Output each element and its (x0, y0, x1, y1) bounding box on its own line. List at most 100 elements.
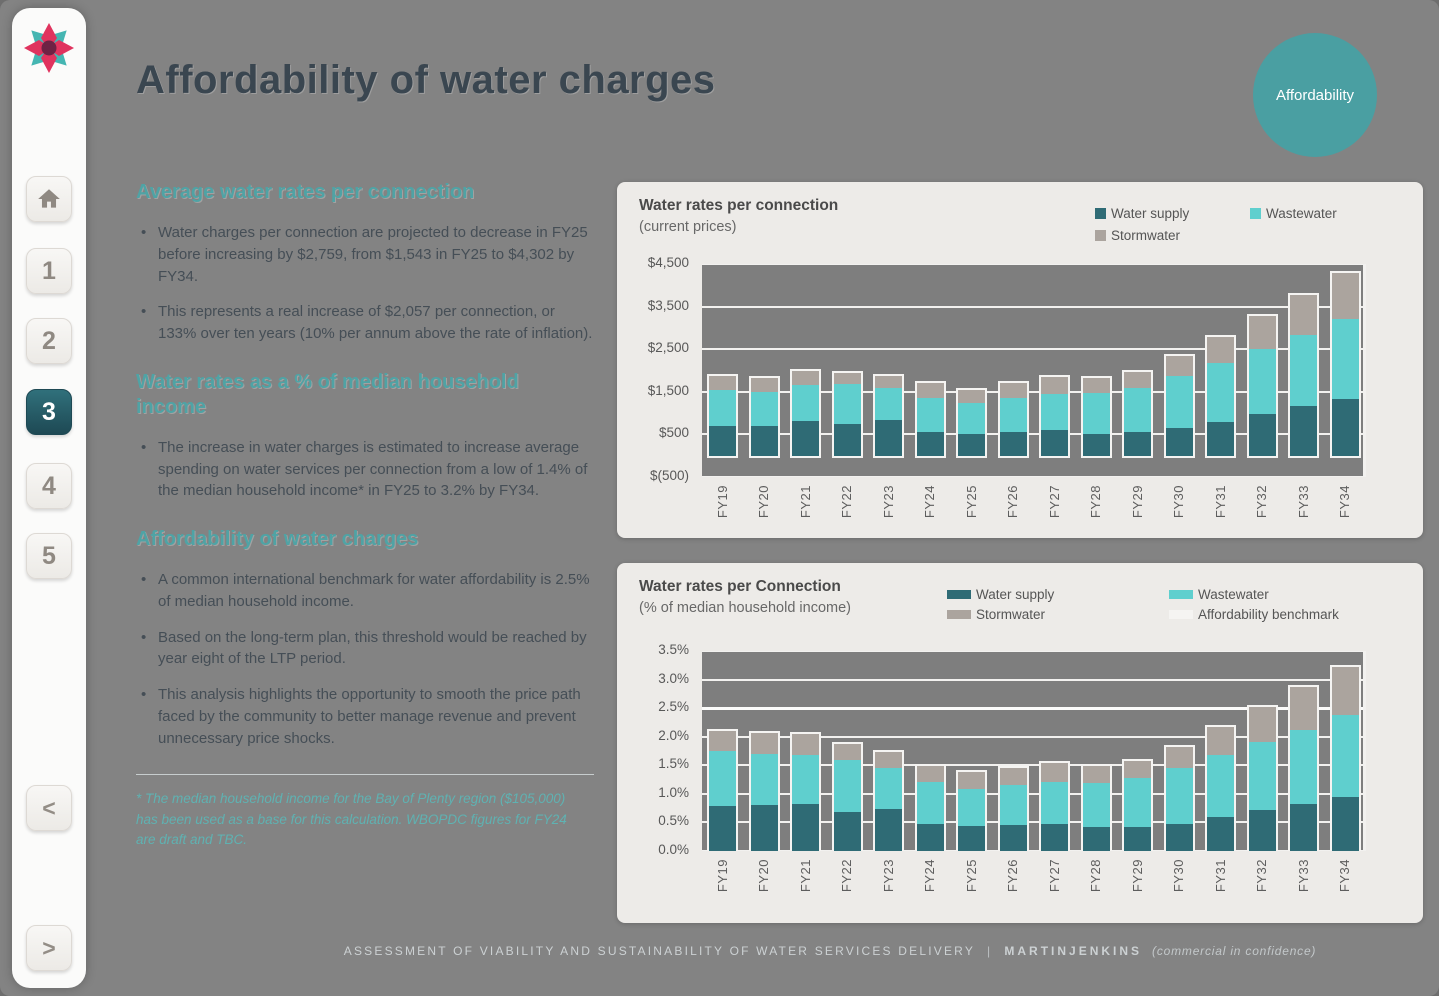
bar-fy22 (833, 372, 861, 456)
bullet-item: A common international benchmark for wat… (136, 569, 594, 613)
legend-affordability-benchmark: Affordability benchmark (1169, 607, 1339, 622)
bar-segment-wastewater (1124, 777, 1152, 827)
bar-segment-wastewater (1124, 388, 1152, 433)
bar-segment-stormwater (1331, 667, 1359, 716)
bar-fy26 (999, 768, 1027, 851)
bar-segment-stormwater (1290, 687, 1318, 730)
footnote-divider (136, 774, 594, 776)
bar-fy20 (750, 732, 778, 851)
bar-fy34 (1331, 272, 1359, 456)
bar-segment-water-supply (1331, 797, 1359, 851)
bullet-item: The increase in water charges is estimat… (136, 437, 594, 502)
x-axis-tick-label: FY24 (922, 859, 938, 893)
bar-segment-wastewater (999, 398, 1027, 433)
x-axis-tick-label: FY26 (1005, 859, 1021, 893)
legend-stormwater: Stormwater (947, 607, 1045, 622)
bar-segment-wastewater (709, 389, 737, 426)
bar-segment-wastewater (875, 767, 903, 810)
y-axis-tick-label: $4,500 (647, 255, 689, 270)
gridline (702, 433, 1363, 436)
y-axis-tick-label: $2,500 (647, 340, 689, 356)
bar-segment-stormwater (1290, 294, 1318, 336)
bar-segment-wastewater (1290, 729, 1318, 805)
bullet-item: Water charges per connection are project… (136, 222, 594, 287)
bar-fy33 (1290, 687, 1318, 851)
bullet-list: The increase in water charges is estimat… (136, 437, 594, 502)
legend-swatch-stormwater (947, 610, 971, 619)
x-axis-tick-label: FY21 (797, 485, 813, 519)
chart-subtitle: (% of median household income) (639, 600, 851, 616)
x-axis-tick-label: FY28 (1088, 485, 1104, 519)
x-axis-tick-label: FY29 (1129, 859, 1145, 893)
bar-fy24 (916, 383, 944, 456)
bar-segment-stormwater (833, 372, 861, 385)
gridline (702, 348, 1363, 351)
bar-segment-water-supply (958, 825, 986, 851)
bar-fy32 (1248, 316, 1276, 456)
x-axis-tick-label: FY19 (714, 485, 730, 519)
legend-wastewater: Wastewater (1169, 587, 1269, 602)
nav-prev-button[interactable]: < (26, 785, 72, 831)
x-axis-tick-label: FY32 (1254, 859, 1270, 893)
chart-card-water-rates-percent: Water rates per Connection (% of median … (617, 563, 1423, 923)
bar-segment-wastewater (1041, 781, 1069, 825)
bar-segment-stormwater (1124, 372, 1152, 389)
bar-segment-stormwater (750, 732, 778, 754)
nav-page-4-button[interactable]: 4 (26, 463, 72, 509)
bar-segment-stormwater (792, 370, 820, 386)
x-axis-tick-label: FY30 (1171, 485, 1187, 519)
nav-page-1-button[interactable]: 1 (26, 248, 72, 294)
bar-segment-wastewater (709, 751, 737, 807)
x-axis-tick-label: FY33 (1295, 859, 1311, 893)
bar-fy21 (792, 733, 820, 851)
bar-segment-wastewater (1331, 715, 1359, 798)
bar-segment-stormwater (833, 744, 861, 760)
bar-segment-wastewater (1165, 376, 1193, 428)
bar-segment-water-supply (1082, 827, 1110, 851)
bar-segment-water-supply (833, 423, 861, 456)
x-axis-tick-label: FY33 (1295, 485, 1311, 519)
nav-next-button[interactable]: > (26, 925, 72, 971)
text-column: Average water rates per connection Water… (136, 180, 594, 850)
bar-segment-wastewater (1082, 392, 1110, 434)
bar-fy24 (916, 766, 944, 851)
section-affordability: Affordability of water charges A common … (136, 527, 594, 749)
x-axis-tick-label: FY27 (1046, 485, 1062, 519)
x-axis-tick-label: FY26 (1005, 485, 1021, 519)
legend-label: Water supply (976, 587, 1055, 602)
bar-segment-wastewater (833, 384, 861, 424)
bar-segment-water-supply (1124, 827, 1152, 851)
bar-segment-water-supply (1207, 421, 1235, 456)
bar-segment-stormwater (916, 383, 944, 399)
bar-fy25 (958, 390, 986, 456)
legend-label: Stormwater (1111, 228, 1181, 243)
legend-label: Wastewater (1198, 587, 1269, 602)
gridline (702, 821, 1363, 824)
bar-segment-wastewater (1248, 741, 1276, 810)
affordability-benchmark-line (702, 706, 1363, 710)
bar-segment-stormwater (1165, 356, 1193, 377)
bar-fy22 (833, 744, 861, 851)
bar-segment-water-supply (1041, 429, 1069, 456)
bar-segment-water-supply (875, 809, 903, 851)
bar-segment-water-supply (792, 803, 820, 851)
bar-segment-water-supply (1248, 413, 1276, 456)
y-axis-tick-label: $500 (658, 425, 689, 441)
y-axis-tick-label: 0.5% (658, 813, 689, 829)
bar-segment-water-supply (1082, 433, 1110, 456)
nav-page-2-button[interactable]: 2 (26, 318, 72, 364)
affordability-badge: Affordability (1253, 33, 1377, 157)
gridline (702, 476, 1363, 477)
affordability-badge-label: Affordability (1275, 86, 1355, 104)
nav-page-5-button[interactable]: 5 (26, 533, 72, 579)
nav-home-button[interactable] (26, 176, 72, 222)
bar-fy25 (958, 772, 986, 851)
bar-segment-water-supply (750, 425, 778, 456)
bar-fy32 (1248, 707, 1276, 851)
bar-fy29 (1124, 372, 1152, 456)
nav-page-3-button-active[interactable]: 3 (26, 389, 72, 435)
bar-segment-water-supply (1331, 398, 1359, 456)
legend-label: Stormwater (976, 607, 1046, 622)
y-axis-tick-label: 0.0% (658, 842, 689, 857)
bar-segment-wastewater (1082, 783, 1110, 827)
